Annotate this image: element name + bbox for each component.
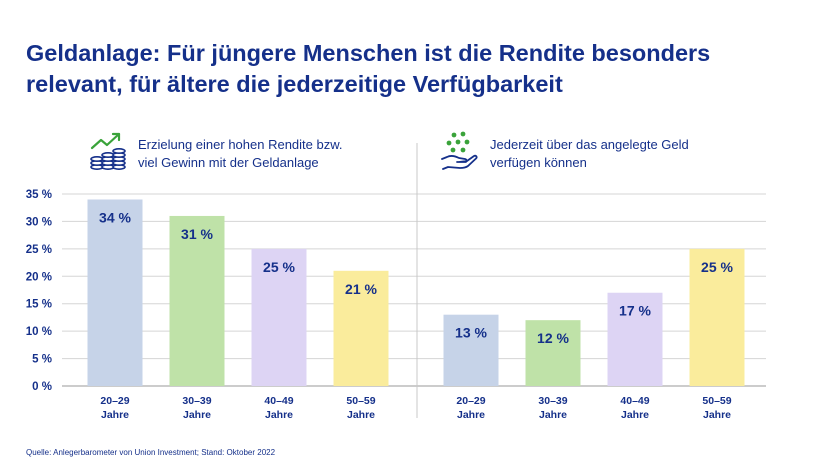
x-tick-label: 40–49 [620,395,649,407]
y-tick-label: 20 % [26,271,52,283]
x-tick-label: Jahre [265,409,293,421]
source-note: Quelle: Anlegerbarometer von Union Inves… [26,448,276,457]
bar [169,215,225,386]
y-tick-label: 30 % [26,216,52,228]
x-tick-label: Jahre [539,409,567,421]
panel-left-title-line-2: viel Gewinn mit der Geldanlage [138,155,319,170]
panel-right-title: Jederzeit über das angelegte Geld verfüg… [490,136,689,172]
y-tick-label: 10 % [26,326,52,338]
bar [87,199,143,386]
data-label: 17 % [619,303,651,319]
x-tick-label: 50–59 [702,395,731,407]
data-label: 12 % [537,330,569,346]
x-tick-label: 20–29 [456,395,485,407]
panel-right-title-line-2: verfügen können [490,155,587,170]
y-tick-label: 15 % [26,299,52,311]
panel-right-header: Jederzeit über das angelegte Geld verfüg… [440,131,689,172]
x-tick-label: 30–39 [182,395,211,407]
y-tick-label: 25 % [26,244,52,256]
panel-left-header: Erzielung einer hohen Rendite bzw. viel … [88,131,343,172]
bar [443,314,499,386]
growth-coins-icon [90,132,126,170]
x-tick-label: 50–59 [346,395,375,407]
data-label: 21 % [345,281,377,297]
bar [333,270,389,386]
bar [525,320,581,386]
x-tick-label: Jahre [457,409,485,421]
bar [251,248,307,386]
data-label: 25 % [701,259,733,275]
bar [607,292,663,386]
chart-title: Geldanlage: Für jüngere Menschen ist die… [26,38,826,100]
x-tick-label: 30–39 [538,395,567,407]
x-tick-label: Jahre [703,409,731,421]
bar [689,248,745,386]
y-tick-label: 5 % [32,354,52,366]
x-tick-label: Jahre [183,409,211,421]
panel-right-title-line-1: Jederzeit über das angelegte Geld [490,137,689,152]
title-line-2: relevant, für ältere die jederzeitige Ve… [26,71,563,97]
hand-coins-icon [441,131,478,170]
title-line-1: Geldanlage: Für jüngere Menschen ist die… [26,40,711,66]
x-tick-label: Jahre [621,409,649,421]
data-label: 34 % [99,209,131,225]
data-label: 31 % [181,226,213,242]
x-tick-label: 40–49 [264,395,293,407]
x-tick-label: Jahre [101,409,129,421]
y-tick-label: 0 % [32,381,52,393]
data-label: 13 % [455,325,487,341]
panel-left-title-line-1: Erzielung einer hohen Rendite bzw. [138,137,343,152]
x-tick-label: Jahre [347,409,375,421]
panel-left-title: Erzielung einer hohen Rendite bzw. viel … [138,136,343,172]
x-tick-label: 20–29 [100,395,129,407]
y-tick-label: 35 % [26,189,52,201]
data-label: 25 % [263,259,295,275]
